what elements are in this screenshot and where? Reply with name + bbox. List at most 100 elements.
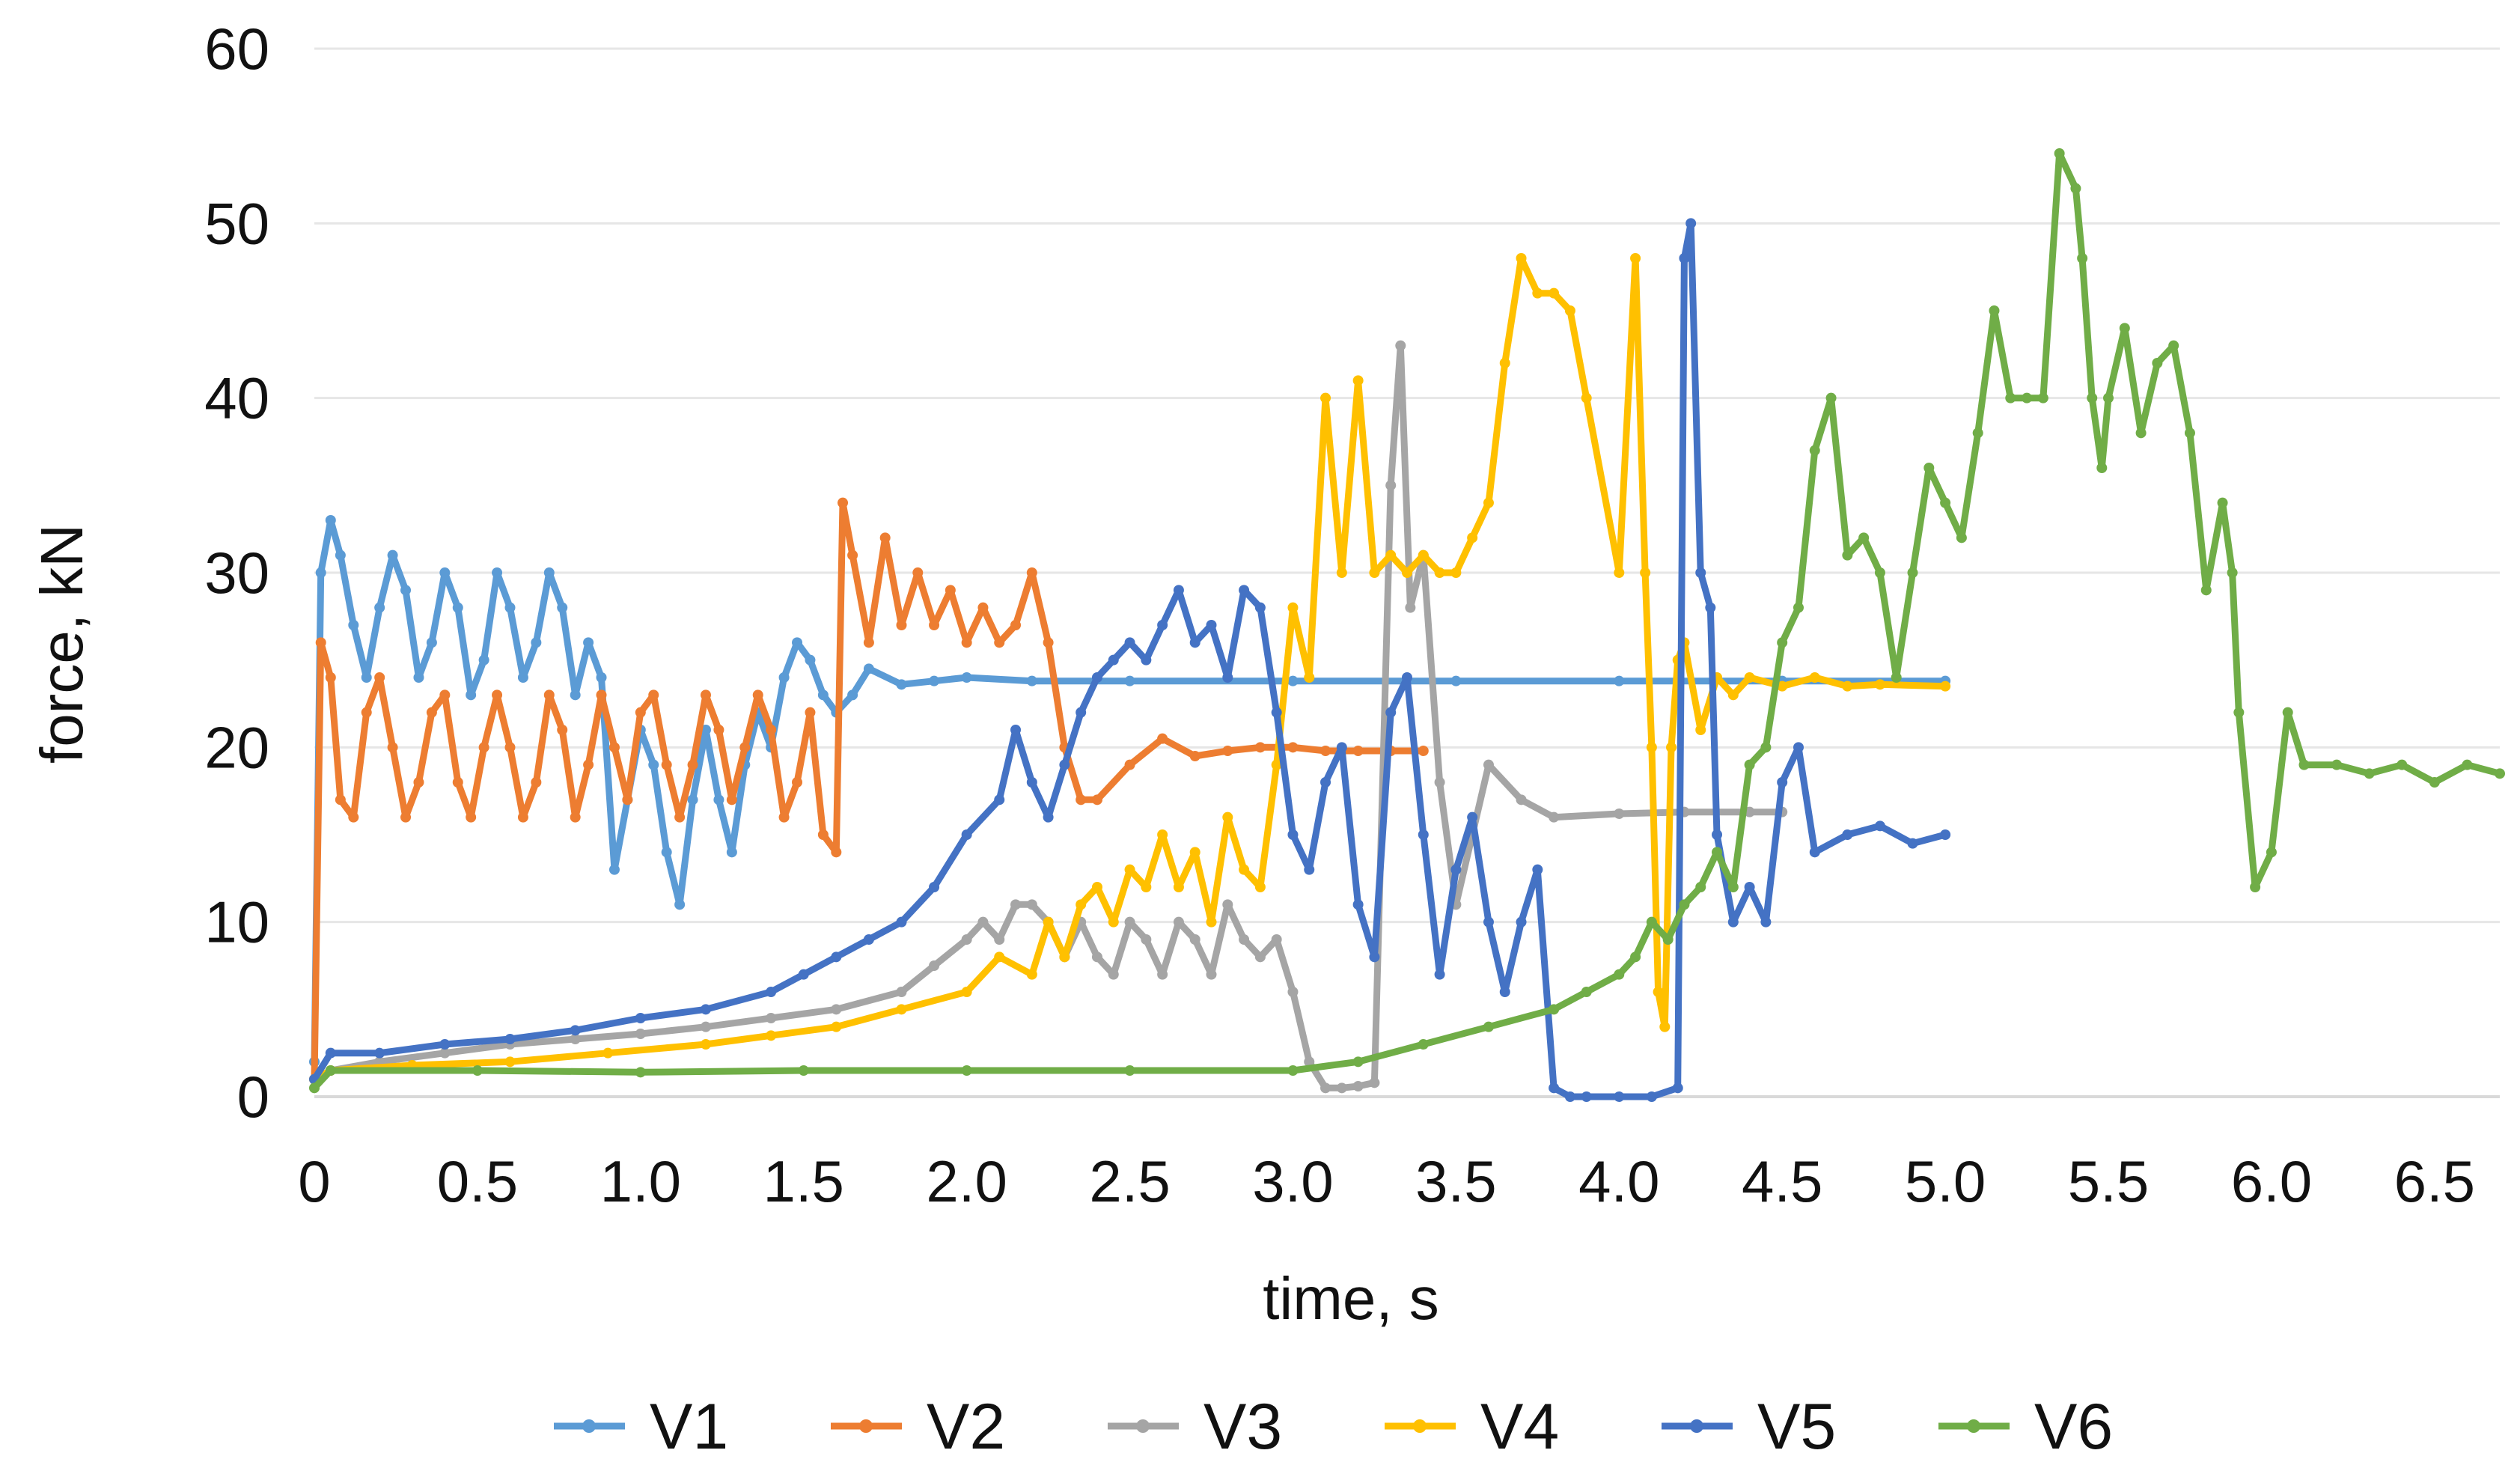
data-point — [1385, 549, 1397, 561]
data-point — [1940, 497, 1951, 508]
data-point — [1239, 864, 1250, 875]
data-point — [1108, 654, 1119, 666]
data-point — [1336, 567, 1347, 578]
data-point — [929, 882, 940, 892]
data-point — [622, 794, 633, 806]
data-point — [2250, 882, 2261, 892]
data-point — [1483, 497, 1494, 508]
series-v4 — [309, 253, 1951, 1085]
data-point — [635, 1067, 646, 1078]
data-point — [1124, 637, 1135, 648]
legend-label: V3 — [1203, 1391, 1282, 1463]
data-point — [2298, 759, 2310, 770]
data-point — [1450, 567, 1462, 578]
data-point — [1076, 707, 1087, 718]
data-point — [348, 620, 359, 630]
data-point — [374, 1047, 385, 1059]
data-point — [766, 725, 777, 735]
data-point — [1271, 759, 1282, 770]
data-point — [504, 1056, 516, 1068]
series-line-v2 — [311, 499, 1427, 1083]
data-point — [1809, 445, 1820, 456]
data-point — [1581, 987, 1592, 997]
data-point — [1418, 549, 1429, 561]
data-point — [2184, 427, 2195, 439]
data-point — [1091, 882, 1102, 892]
data-point — [426, 707, 437, 718]
data-point — [2397, 759, 2408, 770]
data-point — [1157, 733, 1168, 744]
series-line-v5 — [311, 219, 1949, 1100]
legend-marker — [1967, 1419, 1980, 1433]
data-point — [961, 829, 972, 840]
data-point — [1467, 811, 1478, 823]
data-point — [1304, 672, 1315, 683]
data-point — [1026, 899, 1037, 910]
data-point — [1287, 742, 1299, 753]
data-point — [1499, 987, 1510, 997]
data-point — [1026, 567, 1037, 578]
data-point — [361, 672, 372, 683]
data-point — [661, 847, 672, 858]
x-tick-label: 3.0 — [1252, 1148, 1333, 1214]
data-point — [1695, 725, 1706, 735]
data-point — [1091, 951, 1102, 963]
data-point — [583, 637, 594, 648]
data-point — [1695, 882, 1706, 892]
data-point — [739, 742, 751, 753]
data-point — [400, 811, 412, 823]
legend-label: V5 — [1757, 1391, 1836, 1463]
data-point — [504, 1034, 516, 1044]
data-point — [2054, 148, 2065, 159]
data-point — [896, 987, 907, 997]
data-point — [492, 689, 503, 701]
data-point — [1940, 680, 1951, 692]
data-point — [2233, 707, 2245, 718]
data-point — [2217, 497, 2228, 508]
data-point — [1418, 746, 1429, 756]
data-point — [1434, 777, 1445, 788]
data-point — [1516, 916, 1527, 928]
data-point — [1727, 689, 1739, 701]
data-point — [1043, 637, 1054, 648]
data-point — [1777, 637, 1788, 648]
data-point — [713, 725, 724, 735]
data-point — [1793, 742, 1804, 753]
data-point — [1352, 375, 1364, 386]
data-point — [879, 532, 891, 543]
y-tick-label: 20 — [204, 714, 269, 780]
data-point — [2168, 340, 2179, 351]
data-point — [994, 951, 1005, 963]
data-point — [1010, 899, 1022, 910]
data-point — [929, 960, 940, 971]
data-point — [1108, 916, 1119, 928]
legend-item-v4: V4 — [1385, 1391, 1559, 1463]
data-point — [1760, 916, 1772, 928]
data-point — [2364, 768, 2375, 779]
data-point — [1532, 864, 1543, 875]
data-point — [1222, 811, 1233, 823]
legend-label: V4 — [1480, 1391, 1559, 1463]
data-point — [472, 1065, 483, 1076]
data-point — [1744, 882, 1755, 892]
data-point — [674, 811, 686, 823]
data-point — [1549, 1082, 1560, 1094]
data-point — [2282, 707, 2293, 718]
data-point — [2462, 759, 2473, 770]
data-point — [961, 672, 972, 683]
x-tick-label: 6.5 — [2394, 1148, 2475, 1214]
data-point — [531, 637, 542, 648]
data-point — [1287, 987, 1299, 997]
data-point — [1712, 829, 1723, 840]
x-tick-label: 0.5 — [437, 1148, 518, 1214]
data-point — [1809, 672, 1820, 683]
data-point — [752, 689, 763, 701]
series-lines — [309, 148, 2505, 1102]
data-point — [608, 864, 620, 875]
data-point — [831, 1004, 842, 1015]
data-point — [1320, 392, 1331, 404]
y-tick-label: 40 — [204, 365, 269, 431]
data-point — [1352, 899, 1364, 910]
data-point — [387, 549, 398, 561]
data-point — [602, 1047, 614, 1059]
